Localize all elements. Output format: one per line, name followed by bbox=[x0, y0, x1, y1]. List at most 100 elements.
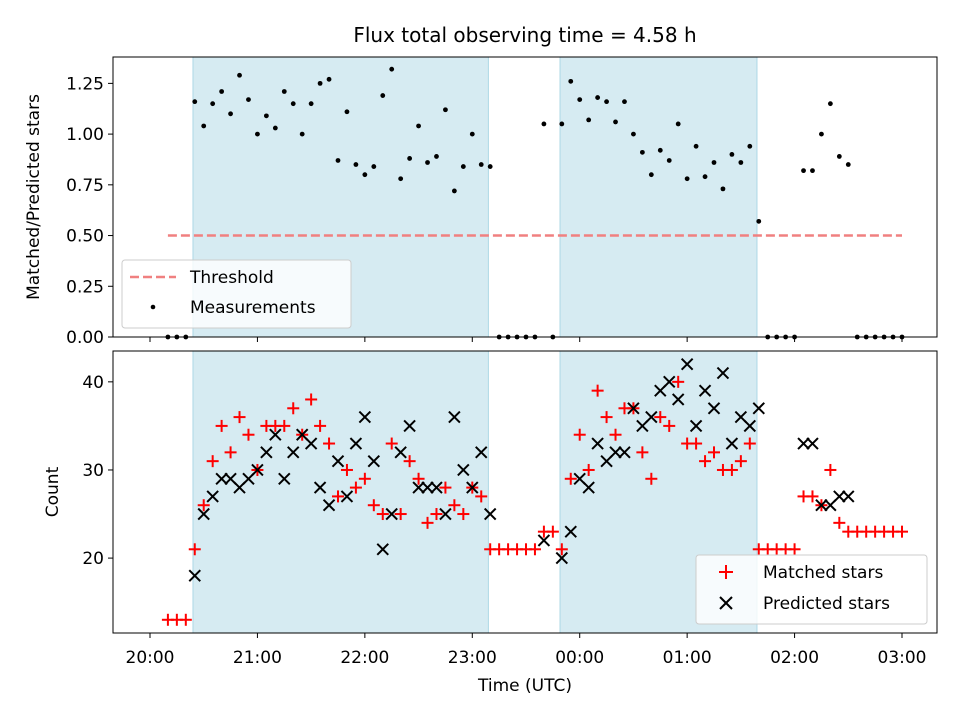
measurement-point bbox=[810, 168, 815, 174]
measurement-point bbox=[693, 143, 699, 149]
measurement-point bbox=[299, 131, 305, 137]
bottom-y-axis-label: Count bbox=[43, 466, 63, 517]
top-legend: Threshold Measurements bbox=[121, 259, 352, 329]
y-tick-label: 1.25 bbox=[66, 74, 104, 94]
predicted-star-point bbox=[215, 472, 228, 485]
measurement-point bbox=[380, 93, 386, 98]
top-legend-box bbox=[121, 259, 352, 329]
measurement-point bbox=[434, 154, 439, 159]
matched-star-point bbox=[448, 499, 461, 512]
matched-star-point bbox=[457, 508, 470, 521]
matched-star-point bbox=[824, 463, 837, 476]
bottom-shaded-intervals bbox=[192, 350, 758, 634]
measurement-point bbox=[460, 164, 466, 169]
measurement-point bbox=[317, 80, 323, 86]
measurement-point bbox=[272, 125, 278, 131]
matched-star-point bbox=[179, 613, 192, 626]
matched-star-point bbox=[475, 490, 488, 503]
measurement-point bbox=[478, 162, 484, 167]
chart-title: Flux total observing time = 4.58 h bbox=[353, 23, 696, 47]
matched-star-point bbox=[600, 411, 613, 424]
predicted-star-point bbox=[304, 437, 318, 450]
matched-star-point bbox=[197, 499, 210, 512]
matched-star-point bbox=[287, 402, 300, 415]
measurement-point bbox=[657, 147, 663, 153]
predicted-star-point bbox=[367, 454, 381, 468]
predicted-star-point bbox=[439, 507, 452, 521]
predicted-star-point bbox=[743, 419, 757, 433]
bottom-legend: Matched stars Predicted stars bbox=[695, 554, 928, 625]
y-tick-label: 20 bbox=[82, 549, 104, 569]
predicted-star-point bbox=[197, 507, 210, 521]
measurement-point bbox=[711, 160, 717, 165]
top-panel: 0.00 0.25 0.50 0.75 1.00 1.25 Matched/Predict… bbox=[24, 56, 938, 348]
y-tick-label: 1.00 bbox=[66, 125, 104, 145]
matched-star-point bbox=[421, 516, 434, 529]
measurement-point bbox=[201, 123, 207, 129]
predicted-star-point bbox=[537, 534, 551, 547]
legend-measurements-swatch bbox=[150, 304, 156, 310]
matched-star-point bbox=[725, 463, 738, 476]
matched-star-point bbox=[582, 463, 595, 476]
matched-star-point bbox=[376, 508, 389, 521]
y-tick-label: 40 bbox=[82, 373, 104, 393]
predicted-star-point bbox=[430, 481, 443, 494]
matched-star-point bbox=[708, 446, 720, 459]
matched-star-point bbox=[663, 419, 676, 432]
predicted-star-point bbox=[806, 437, 819, 450]
measurement-point bbox=[827, 101, 833, 107]
measurement-point bbox=[675, 121, 681, 127]
measurement-point bbox=[219, 89, 225, 94]
measurement-point bbox=[639, 149, 645, 155]
measurement-point bbox=[416, 123, 421, 129]
measurement-point bbox=[389, 66, 395, 72]
measurement-point bbox=[666, 158, 672, 163]
y-tick-label: 0.50 bbox=[66, 227, 104, 247]
top-y-ticks: 0.00 0.25 0.50 0.75 1.00 1.25 bbox=[66, 74, 113, 348]
matched-star-point bbox=[654, 411, 667, 424]
matched-star-point bbox=[833, 516, 846, 529]
matched-star-point bbox=[788, 543, 801, 556]
predicted-star-point bbox=[206, 490, 219, 503]
measurement-point bbox=[308, 101, 314, 107]
predicted-star-point bbox=[448, 410, 461, 424]
bottom-panel: 20 30 40 20:00 21:00 22:00 23:00 00:00 01:00 02:… bbox=[43, 350, 938, 696]
y-tick-label: 30 bbox=[82, 461, 104, 481]
top-x-ticks bbox=[149, 337, 903, 342]
predicted-star-point bbox=[842, 490, 855, 503]
matched-star-point bbox=[573, 428, 586, 441]
predicted-star-point bbox=[797, 437, 810, 450]
predicted-star-point bbox=[421, 481, 434, 494]
predicted-star-point bbox=[278, 472, 291, 485]
measurement-point bbox=[613, 119, 618, 125]
x-tick-label: 20:00 bbox=[126, 648, 175, 668]
measurement-point bbox=[192, 99, 198, 105]
x-tick-label: 23:00 bbox=[448, 648, 497, 668]
shaded-interval-1 bbox=[559, 56, 758, 338]
matched-star-point bbox=[394, 508, 407, 521]
matched-star-point bbox=[743, 437, 756, 450]
measurement-point bbox=[487, 164, 493, 169]
matched-star-point bbox=[555, 543, 568, 556]
measurement-point bbox=[425, 160, 430, 165]
predicted-star-point bbox=[618, 446, 631, 459]
shaded-interval-0 bbox=[192, 350, 489, 634]
predicted-star-point bbox=[403, 419, 416, 433]
matched-star-point bbox=[215, 419, 228, 432]
matched-star-point bbox=[349, 481, 362, 494]
predicted-star-point bbox=[689, 419, 703, 433]
matched-star-point bbox=[332, 490, 344, 503]
measurement-point bbox=[622, 99, 627, 105]
predicted-star-point bbox=[609, 446, 622, 459]
measurement-point bbox=[290, 101, 296, 107]
legend-predicted-label: Predicted stars bbox=[763, 594, 890, 614]
matched-star-point bbox=[896, 525, 908, 538]
measurement-point bbox=[577, 97, 583, 103]
matched-star-point bbox=[734, 455, 747, 468]
top-plot-frame bbox=[112, 56, 938, 338]
measurement-point bbox=[801, 168, 806, 174]
measurement-point bbox=[568, 78, 574, 84]
predicted-star-point bbox=[331, 454, 345, 468]
measurement-point bbox=[407, 156, 413, 161]
predicted-star-point bbox=[475, 446, 488, 459]
